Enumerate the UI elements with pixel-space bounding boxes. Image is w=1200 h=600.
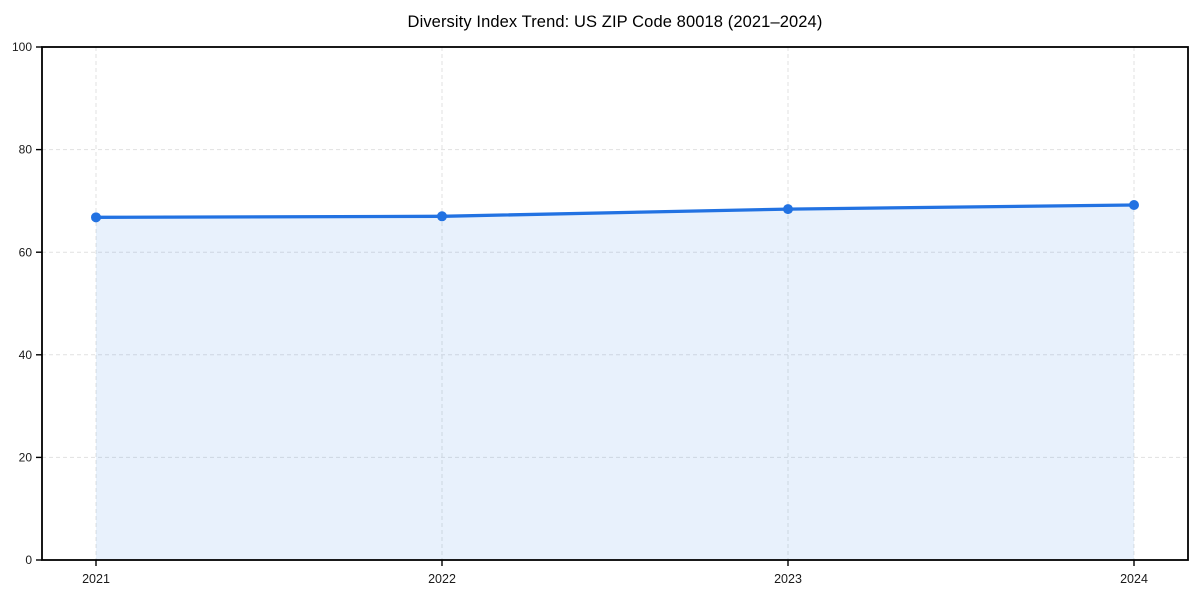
trend-line — [94, 203, 1136, 219]
chart-title: Diversity Index Trend: US ZIP Code 80018… — [407, 13, 823, 31]
area-fill — [96, 205, 1134, 560]
data-point-marker — [783, 204, 793, 215]
x-tick-label: 2024 — [1120, 572, 1148, 586]
y-tick-label: 20 — [19, 450, 33, 464]
y-tick-label: 80 — [19, 143, 33, 157]
y-tick-label: 100 — [12, 40, 32, 54]
x-tick-label: 2022 — [428, 572, 456, 586]
y-tick-label: 60 — [19, 245, 33, 259]
data-point-marker — [1129, 200, 1139, 211]
y-tick-label: 0 — [25, 553, 32, 567]
data-point-marker — [437, 211, 447, 222]
x-tick-label: 2021 — [82, 572, 110, 586]
plot-border — [41, 46, 1189, 561]
y-tick-label: 40 — [19, 348, 33, 362]
x-tick-label: 2023 — [774, 572, 802, 586]
data-point-marker — [91, 212, 101, 223]
